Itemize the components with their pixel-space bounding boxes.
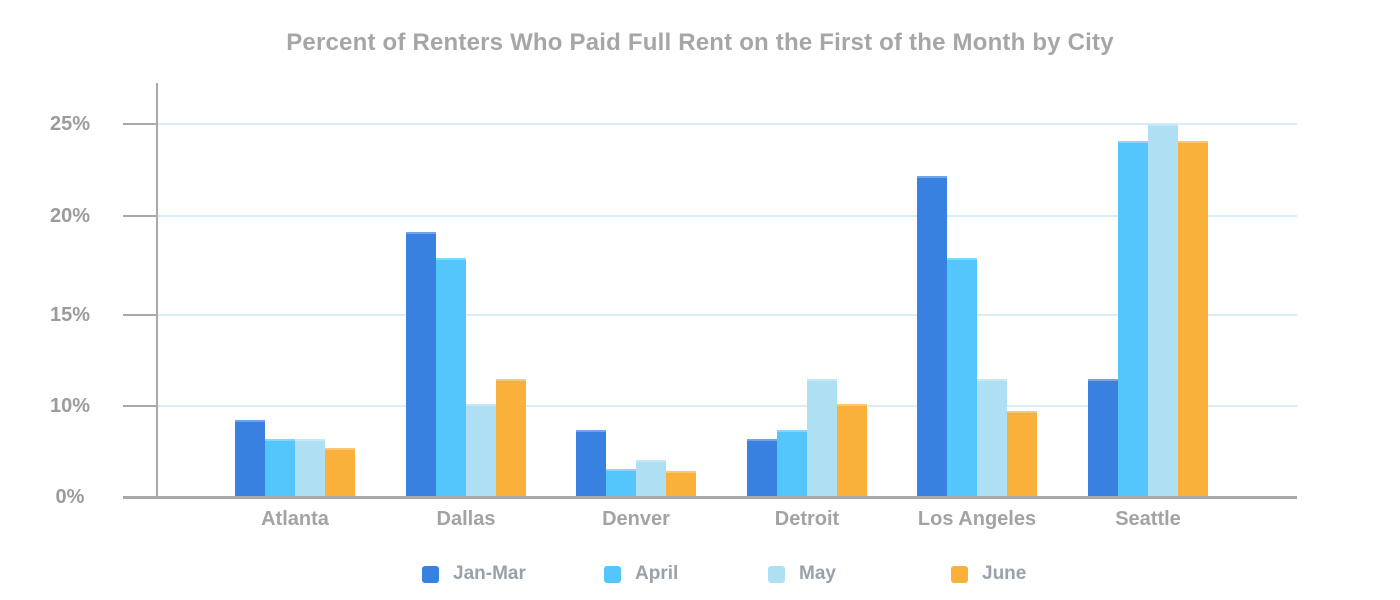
bar-dallas-may: [466, 404, 496, 497]
category-label-los-angeles: Los Angeles: [917, 508, 1037, 530]
y-axis-line: [156, 83, 158, 496]
legend-item-april: April: [604, 564, 678, 584]
bar-denver-may: [636, 460, 666, 497]
bar-detroit-april: [777, 430, 807, 497]
legend-label-may: May: [799, 563, 836, 584]
bar-dallas-april: [436, 258, 466, 497]
legend-label-jan-mar: Jan-Mar: [453, 563, 526, 584]
bar-los-angeles-jan-mar: [917, 176, 947, 497]
bar-seattle-may: [1148, 124, 1178, 497]
category-label-denver: Denver: [602, 508, 670, 530]
y-tick-label-10: 10%: [49, 395, 91, 417]
bar-atlanta-june: [325, 448, 355, 497]
gridline-10: [157, 405, 1297, 407]
y-tick-label-20: 20%: [49, 205, 91, 227]
category-label-atlanta: Atlanta: [261, 508, 329, 530]
bar-denver-jan-mar: [576, 430, 606, 497]
bar-los-angeles-may: [977, 379, 1007, 497]
legend-swatch-april: [604, 565, 621, 583]
bar-atlanta-april: [265, 439, 295, 497]
chart-title: Percent of Renters Who Paid Full Rent on…: [286, 29, 1114, 56]
category-label-dallas: Dallas: [436, 508, 496, 530]
legend-item-may: May: [768, 564, 836, 584]
y-tick-25: [123, 123, 157, 125]
bar-dallas-june: [496, 379, 526, 497]
bar-los-angeles-april: [947, 258, 977, 497]
bar-seattle-april: [1118, 141, 1148, 497]
bar-atlanta-jan-mar: [235, 420, 265, 497]
legend-item-jan-mar: Jan-Mar: [422, 564, 526, 584]
bar-atlanta-may: [295, 439, 325, 497]
bar-seattle-june: [1178, 141, 1208, 497]
y-tick-10: [123, 405, 157, 407]
gridline-20: [157, 215, 1297, 217]
legend-swatch-june: [951, 565, 968, 583]
bar-los-angeles-june: [1007, 411, 1037, 497]
x-axis-line: [123, 496, 1297, 499]
legend-swatch-jan-mar: [422, 565, 439, 583]
bar-seattle-jan-mar: [1088, 379, 1118, 497]
y-tick-20: [123, 215, 157, 217]
bar-denver-june: [666, 471, 696, 497]
y-tick-label-25: 25%: [49, 113, 91, 135]
y-tick-label-0: 0%: [55, 486, 85, 508]
legend-item-june: June: [951, 564, 1026, 584]
bar-dallas-jan-mar: [406, 232, 436, 497]
bar-detroit-june: [837, 404, 867, 497]
y-tick-label-15: 15%: [49, 304, 91, 326]
y-tick-15: [123, 314, 157, 316]
legend-label-april: April: [635, 563, 679, 584]
category-label-seattle: Seattle: [1115, 508, 1181, 530]
bar-denver-april: [606, 469, 636, 497]
gridline-15: [157, 314, 1297, 316]
category-label-detroit: Detroit: [774, 508, 840, 530]
gridline-25: [157, 123, 1297, 125]
bar-detroit-jan-mar: [747, 439, 777, 497]
legend-label-june: June: [982, 563, 1027, 584]
bar-detroit-may: [807, 379, 837, 497]
legend-swatch-may: [768, 565, 785, 583]
